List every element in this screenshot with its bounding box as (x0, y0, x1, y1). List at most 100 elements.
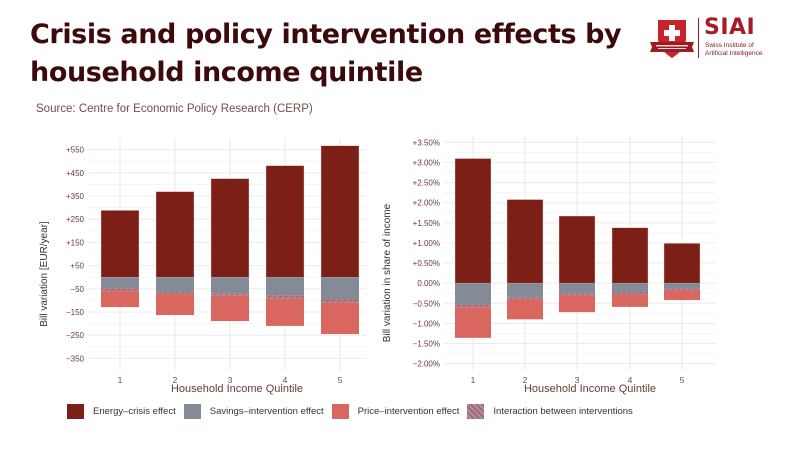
x-tick-label: 3 (575, 375, 580, 385)
y-tick-label: 0.00% (417, 279, 440, 288)
logo-divider (698, 18, 699, 58)
y-axis-title: Bill variation in share of income (382, 203, 393, 342)
bar-price-q3 (211, 295, 249, 322)
y-tick-label: +450 (66, 169, 85, 178)
legend-swatch-savings (183, 404, 201, 419)
y-tick-label: −0.50% (413, 299, 440, 308)
bar-energy-q1 (454, 158, 492, 284)
bar-price-q3 (559, 295, 595, 313)
bar-energy-q4 (265, 165, 305, 278)
legend-label: Interaction between interventions (493, 406, 633, 417)
page-title-line-2: household income quintile (30, 57, 423, 88)
bar-savings-q3 (559, 283, 595, 294)
y-tick-label: +250 (66, 215, 85, 224)
bar-price-q5 (664, 290, 700, 301)
bar-price-q5 (321, 302, 359, 335)
bar-interaction-q5 (321, 299, 359, 303)
y-tick-label: +1.50% (413, 219, 440, 228)
bar-energy-q3 (210, 178, 250, 278)
bar-price-q2 (156, 294, 194, 316)
source-note: Source: Centre for Economic Policy Resea… (36, 103, 313, 115)
y-tick-label: −1.00% (413, 319, 440, 328)
legend-label: Price–intervention effect (357, 406, 460, 417)
x-tick-label: 1 (471, 375, 476, 385)
bar-energy-q2 (506, 199, 544, 284)
logo-subtitle: Swiss Institute of Artificial Intelligen… (705, 42, 762, 57)
y-tick-label: +350 (66, 192, 85, 201)
y-tick-label: −150 (66, 308, 85, 317)
bar-price-q4 (612, 294, 648, 307)
bar-savings-q1 (101, 277, 139, 289)
y-tick-label: +1.00% (413, 239, 440, 248)
bar-energy-q3 (558, 215, 596, 284)
bar-savings-q3 (211, 277, 249, 294)
x-tick-label: 5 (338, 375, 343, 385)
y-tick-label: +2.50% (413, 179, 440, 188)
bar-savings-q1 (455, 283, 491, 305)
x-tick-label: 4 (283, 375, 288, 385)
bar-price-q1 (101, 291, 139, 308)
bar-interaction-q3 (559, 293, 595, 296)
bar-energy-q4 (611, 227, 649, 284)
bar-price-q4 (266, 298, 304, 326)
legend-item-interaction: Interaction between interventions (467, 404, 633, 419)
bar-interaction-q2 (156, 292, 194, 295)
bar-savings-q2 (507, 283, 543, 298)
bar-savings-q5 (664, 283, 700, 289)
swiss-cross-shield-icon (650, 20, 694, 58)
x-tick-label: 1 (118, 375, 123, 385)
legend: Energy–crisis effect Savings–intervention… (67, 404, 641, 419)
bar-savings-q4 (266, 277, 304, 296)
page-title: Crisis and policy intervention effects b… (30, 16, 630, 92)
x-tick-label: 3 (228, 375, 233, 385)
chart-bill-variation-eur: +550 +450 +350 +250 +150 +50 −50 −150 −250 −350 1 2… (39, 138, 366, 395)
bar-energy-q2 (155, 191, 195, 278)
x-tick-label: 2 (523, 375, 528, 385)
y-tick-label: +3.00% (413, 159, 440, 168)
page-title-line-1: Crisis and policy intervention effects b… (30, 19, 622, 50)
bar-interaction-q5 (664, 288, 700, 291)
bar-energy-q5 (320, 145, 360, 278)
bar-price-q2 (507, 299, 543, 320)
legend-swatch-price (331, 404, 349, 419)
bar-interaction-q4 (612, 292, 648, 295)
y-axis-title: Bill variation [EUR/year] (39, 221, 50, 327)
bar-price-q1 (455, 307, 491, 338)
bar-interaction-q1 (455, 304, 491, 308)
x-tick-label: 2 (173, 375, 178, 385)
legend-label: Energy–crisis effect (93, 406, 176, 417)
y-tick-label: −350 (66, 354, 85, 363)
y-tick-label: +550 (66, 146, 85, 155)
x-tick-label: 5 (680, 375, 685, 385)
y-tick-label: −250 (66, 331, 85, 340)
bar-savings-q2 (156, 277, 194, 293)
legend-item-energy: Energy–crisis effect (67, 404, 176, 419)
bar-savings-q5 (321, 277, 359, 300)
x-tick-label: 4 (628, 375, 633, 385)
y-tick-label: −1.50% (413, 339, 440, 348)
legend-swatch-interaction (467, 404, 485, 419)
logo-subtitle-line-1: Swiss Institute of (705, 42, 754, 49)
legend-label: Savings–intervention effect (209, 406, 324, 417)
bar-energy-q1 (100, 210, 140, 278)
siai-logo: SIAI Swiss Institute of Artificial Intel… (648, 15, 778, 62)
y-tick-label: +0.50% (413, 259, 440, 268)
bar-interaction-q4 (266, 295, 304, 299)
bar-interaction-q1 (101, 288, 139, 292)
y-tick-label: −50 (70, 285, 84, 294)
legend-item-savings: Savings–intervention effect (183, 404, 324, 419)
bar-energy-q5 (663, 243, 701, 284)
bar-savings-q4 (612, 283, 648, 292)
y-tick-label: −2.00% (413, 360, 440, 369)
chart-bill-variation-share: +3.50% +3.00% +2.50% +2.00% +1.50% +1.00% +0.5… (382, 136, 716, 395)
legend-swatch-energy (67, 404, 84, 419)
bar-interaction-q2 (507, 297, 543, 300)
logo-subtitle-line-2: Artificial Intelligence (705, 49, 763, 57)
y-tick-label: +3.50% (413, 138, 440, 147)
bar-interaction-q3 (211, 293, 249, 296)
logo-wordmark: SIAI (704, 15, 756, 40)
y-tick-label: +50 (70, 262, 84, 271)
legend-item-price: Price–intervention effect (331, 404, 460, 419)
y-tick-label: +150 (66, 238, 85, 247)
